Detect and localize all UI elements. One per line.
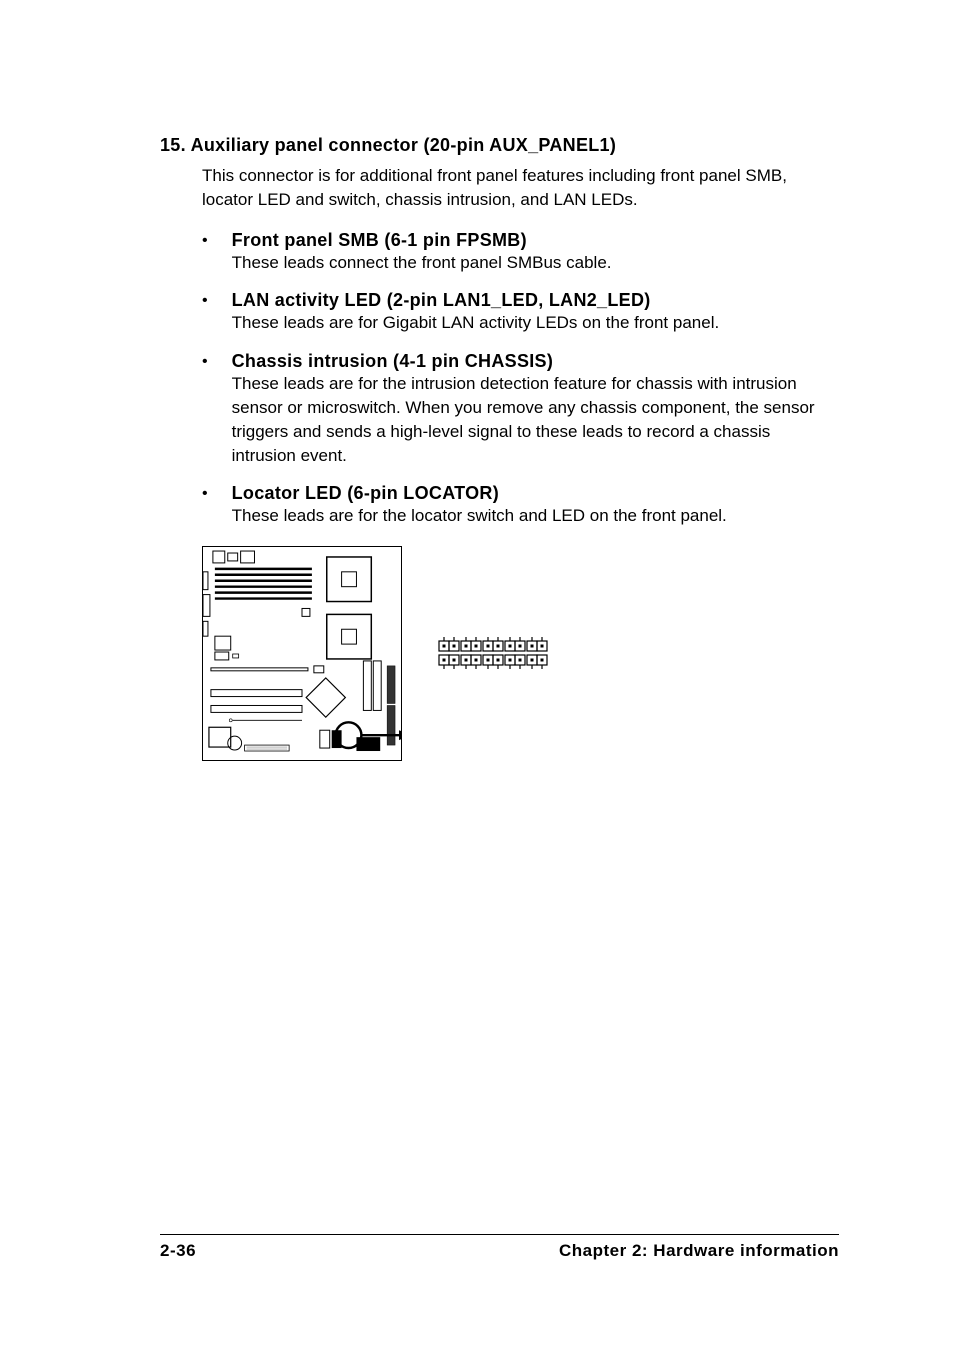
bullet-desc-lan: These leads are for Gigabit LAN activity… [232,311,839,335]
section-number: 15. [160,135,186,155]
bullet-marker: • [202,485,208,528]
bullet-desc-fpsmb: These leads connect the front panel SMBu… [232,251,839,275]
bullet-desc-chassis: These leads are for the intrusion detect… [232,372,839,467]
page-footer: 2-36 Chapter 2: Hardware information [160,1234,839,1261]
bullet-list: • Front panel SMB (6-1 pin FPSMB) These … [202,230,839,529]
bullet-desc-locator: These leads are for the locator switch a… [232,504,839,528]
bullet-item-lan: • LAN activity LED (2-pin LAN1_LED, LAN2… [202,290,839,335]
diagram-area [202,546,839,761]
bullet-item-locator: • Locator LED (6-pin LOCATOR) These lead… [202,483,839,528]
bullet-title-lan: LAN activity LED (2-pin LAN1_LED, LAN2_L… [232,290,839,311]
bullet-content: Front panel SMB (6-1 pin FPSMB) These le… [232,230,839,275]
bullet-marker: • [202,232,208,275]
motherboard-diagram [202,546,402,761]
bullet-title-chassis: Chassis intrusion (4-1 pin CHASSIS) [232,351,839,372]
section-description: This connector is for additional front p… [202,164,839,212]
bullet-content: LAN activity LED (2-pin LAN1_LED, LAN2_L… [232,290,839,335]
connector-pin-block [437,637,557,671]
page-number: 2-36 [160,1241,196,1261]
bullet-title-locator: Locator LED (6-pin LOCATOR) [232,483,839,504]
bullet-content: Chassis intrusion (4-1 pin CHASSIS) Thes… [232,351,839,467]
motherboard-svg [203,547,401,760]
bullet-content: Locator LED (6-pin LOCATOR) These leads … [232,483,839,528]
bullet-title-fpsmb: Front panel SMB (6-1 pin FPSMB) [232,230,839,251]
section-title-text: Auxiliary panel connector (20-pin AUX_PA… [191,135,617,155]
chapter-label: Chapter 2: Hardware information [559,1241,839,1261]
bullet-item-fpsmb: • Front panel SMB (6-1 pin FPSMB) These … [202,230,839,275]
bullet-item-chassis: • Chassis intrusion (4-1 pin CHASSIS) Th… [202,351,839,467]
section-title: 15. Auxiliary panel connector (20-pin AU… [160,135,839,156]
connector-svg [437,637,557,671]
bullet-marker: • [202,353,208,467]
bullet-marker: • [202,292,208,335]
